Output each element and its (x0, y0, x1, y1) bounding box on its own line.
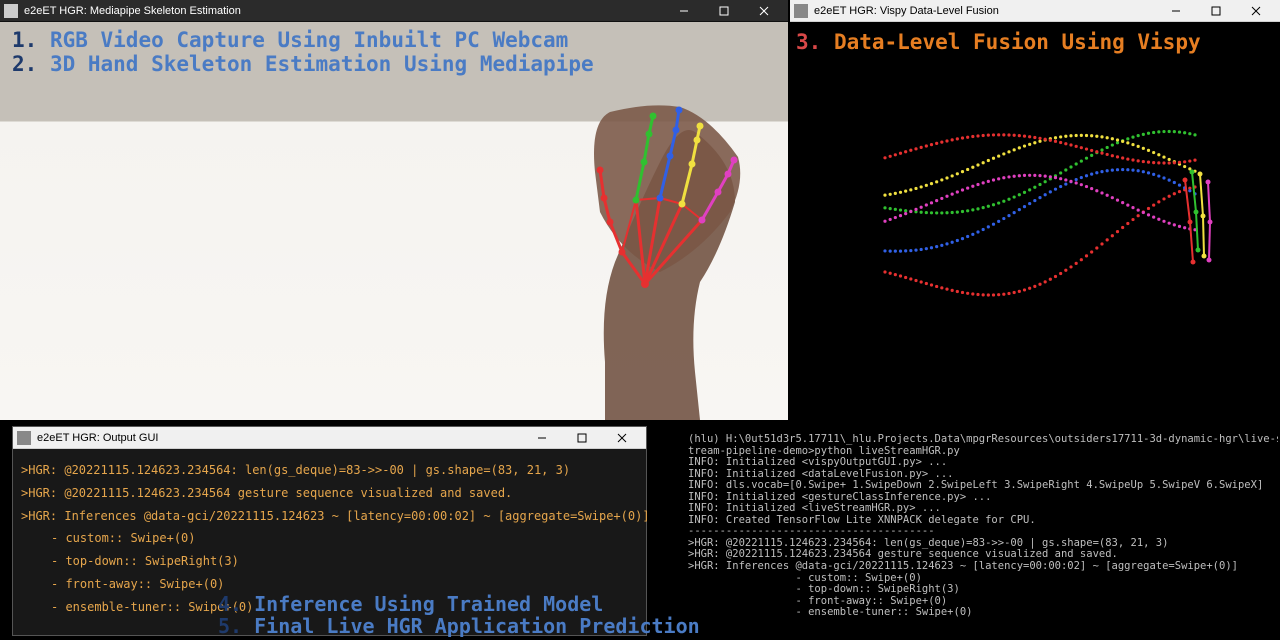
output-line: >HGR: Inferences @data-gci/20221115.1246… (21, 505, 638, 528)
mediapipe-titlebar[interactable]: e2eET HGR: Mediapipe Skeleton Estimation (0, 0, 788, 22)
terminal-output: (hlu) H:\0ut51d3r5.17711\_hlu.Projects.D… (688, 432, 1278, 640)
maximize-button[interactable] (704, 0, 744, 22)
app-icon (17, 431, 31, 445)
output-titlebar[interactable]: e2eET HGR: Output GUI (13, 427, 646, 449)
close-button[interactable] (1236, 0, 1276, 22)
vispy-titlebar[interactable]: e2eET HGR: Vispy Data-Level Fusion (790, 0, 1280, 22)
fusion-pointcloud (790, 22, 1280, 420)
hand-skeleton-overlay (0, 22, 788, 420)
step-4-label: 4. Inference Using Trained Model (218, 592, 603, 616)
app-icon (794, 4, 808, 18)
vispy-window: e2eET HGR: Vispy Data-Level Fusion 3. Da… (790, 0, 1280, 420)
minimize-button[interactable] (664, 0, 704, 22)
app-icon (4, 4, 18, 18)
output-line: >HGR: @20221115.124623.234564: len(gs_de… (21, 459, 638, 482)
output-title: e2eET HGR: Output GUI (37, 432, 522, 444)
minimize-button[interactable] (522, 427, 562, 449)
close-button[interactable] (744, 0, 784, 22)
inference-line: - custom:: Swipe+(0) (21, 527, 638, 550)
mediapipe-title: e2eET HGR: Mediapipe Skeleton Estimation (24, 5, 664, 17)
maximize-button[interactable] (562, 427, 602, 449)
close-button[interactable] (602, 427, 642, 449)
step-5-label: 5. Final Live HGR Application Prediction (218, 614, 700, 638)
mediapipe-window: e2eET HGR: Mediapipe Skeleton Estimation… (0, 0, 788, 420)
webcam-view: 1. RGB Video Capture Using Inbuilt PC We… (0, 22, 788, 420)
minimize-button[interactable] (1156, 0, 1196, 22)
maximize-button[interactable] (1196, 0, 1236, 22)
inference-line: - top-down:: SwipeRight(3) (21, 550, 638, 573)
vispy-title: e2eET HGR: Vispy Data-Level Fusion (814, 5, 1156, 17)
output-line: >HGR: @20221115.124623.234564 gesture se… (21, 482, 638, 505)
vispy-canvas: 3. Data-Level Fusion Using Vispy (790, 22, 1280, 420)
